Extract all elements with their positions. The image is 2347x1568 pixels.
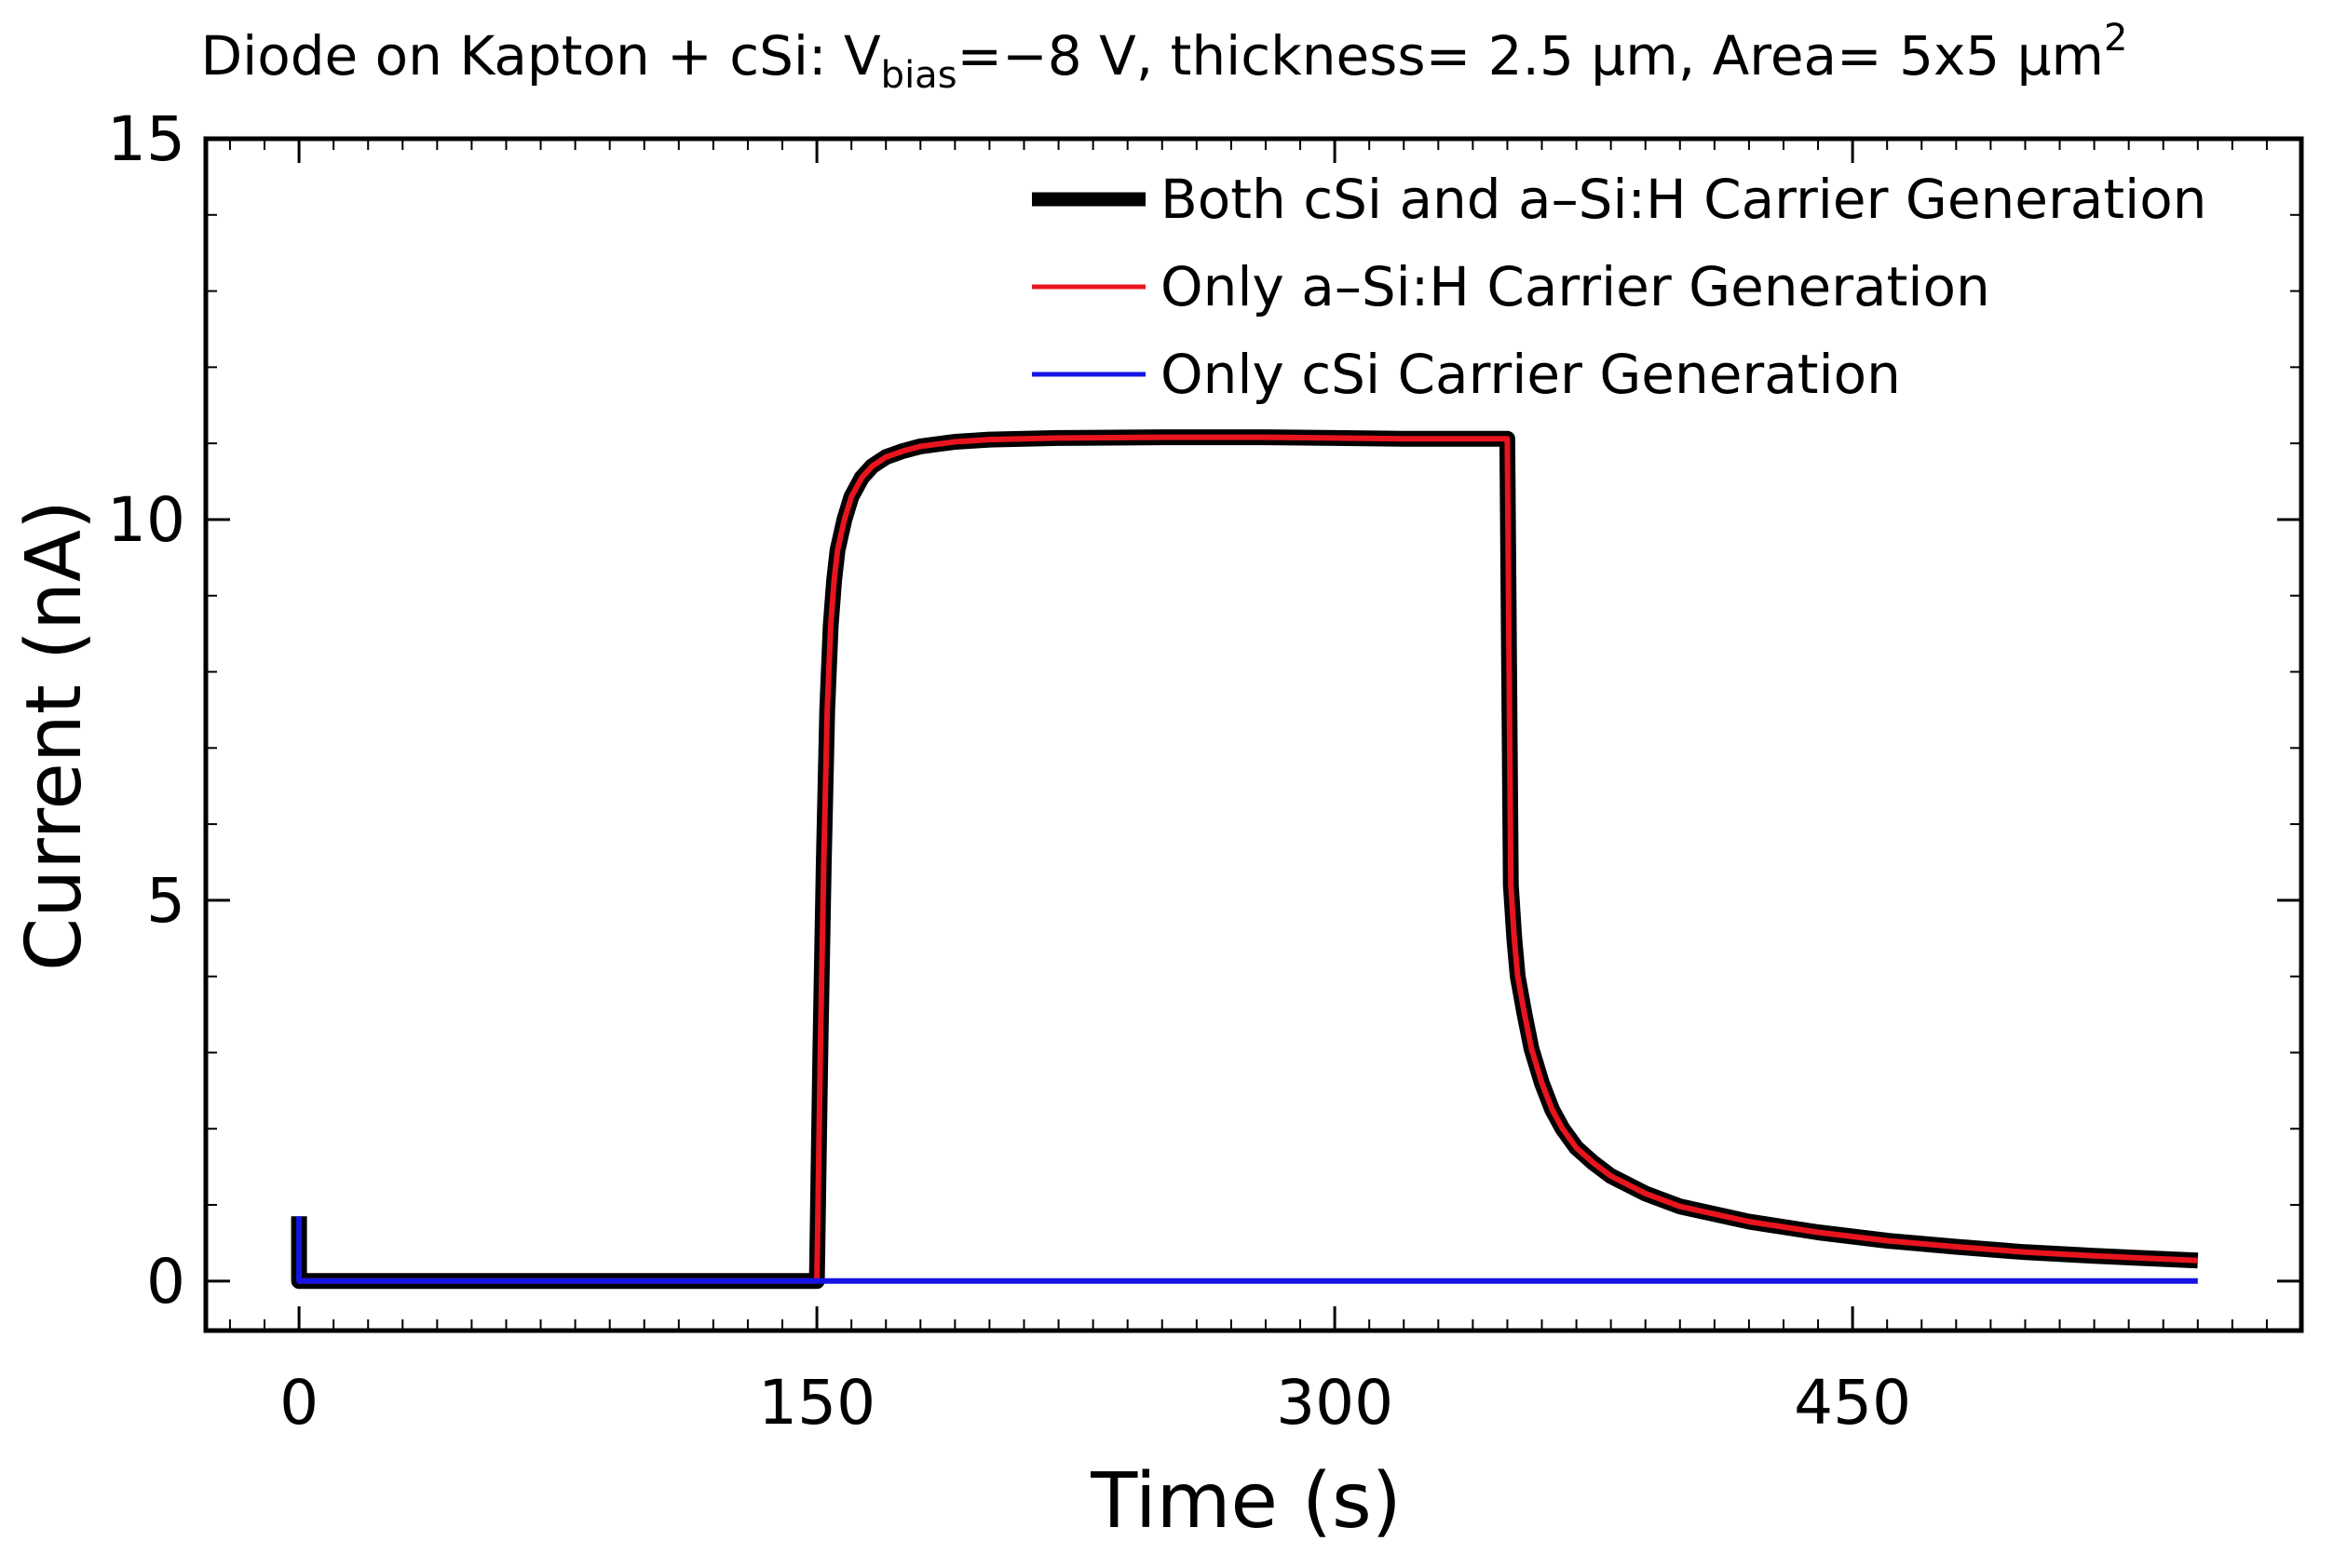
legend-label-3: Only cSi Carrier Generation	[1160, 343, 1901, 406]
y-tick-label: 10	[107, 484, 185, 556]
series-layer	[291, 429, 2199, 1290]
series-line-3	[296, 1216, 2198, 1284]
plot-frame	[203, 136, 2304, 1333]
y-tick-label: 0	[146, 1246, 185, 1318]
y-tick-label: 15	[107, 103, 185, 175]
chart-title-main: Diode on Kapton + cSi: V	[200, 24, 881, 88]
x-tick-label: 300	[1276, 1367, 1393, 1439]
x-axis-label: Time (s)	[1090, 1457, 1401, 1546]
series-line-1	[291, 429, 2199, 1290]
chart-title: Diode on Kapton + cSi: Vbias=−8 V, thick…	[200, 17, 2127, 97]
chart-title-rest: =−8 V, thickness= 2.5 μm, Area= 5x5 μm	[957, 24, 2105, 88]
x-tick-label: 150	[758, 1367, 875, 1439]
chart-title-superscript: 2	[2104, 17, 2127, 60]
y-axis-label: Current (nA)	[10, 500, 99, 971]
series-line-2	[299, 434, 2198, 1284]
tick-labels: 0 150 300 450 0 5 10 15	[107, 103, 1911, 1439]
legend-label-1: Both cSi and a–Si:H Carrier Generation	[1160, 168, 2206, 231]
legend: Both cSi and a–Si:H Carrier Generation On…	[1032, 168, 2206, 406]
y-tick-label: 5	[146, 865, 185, 937]
legend-label-2: Only a–Si:H Carrier Generation	[1160, 255, 1990, 318]
x-tick-label: 450	[1794, 1367, 1911, 1439]
chart-title-subscript: bias	[881, 54, 957, 97]
x-tick-label: 0	[279, 1367, 319, 1439]
